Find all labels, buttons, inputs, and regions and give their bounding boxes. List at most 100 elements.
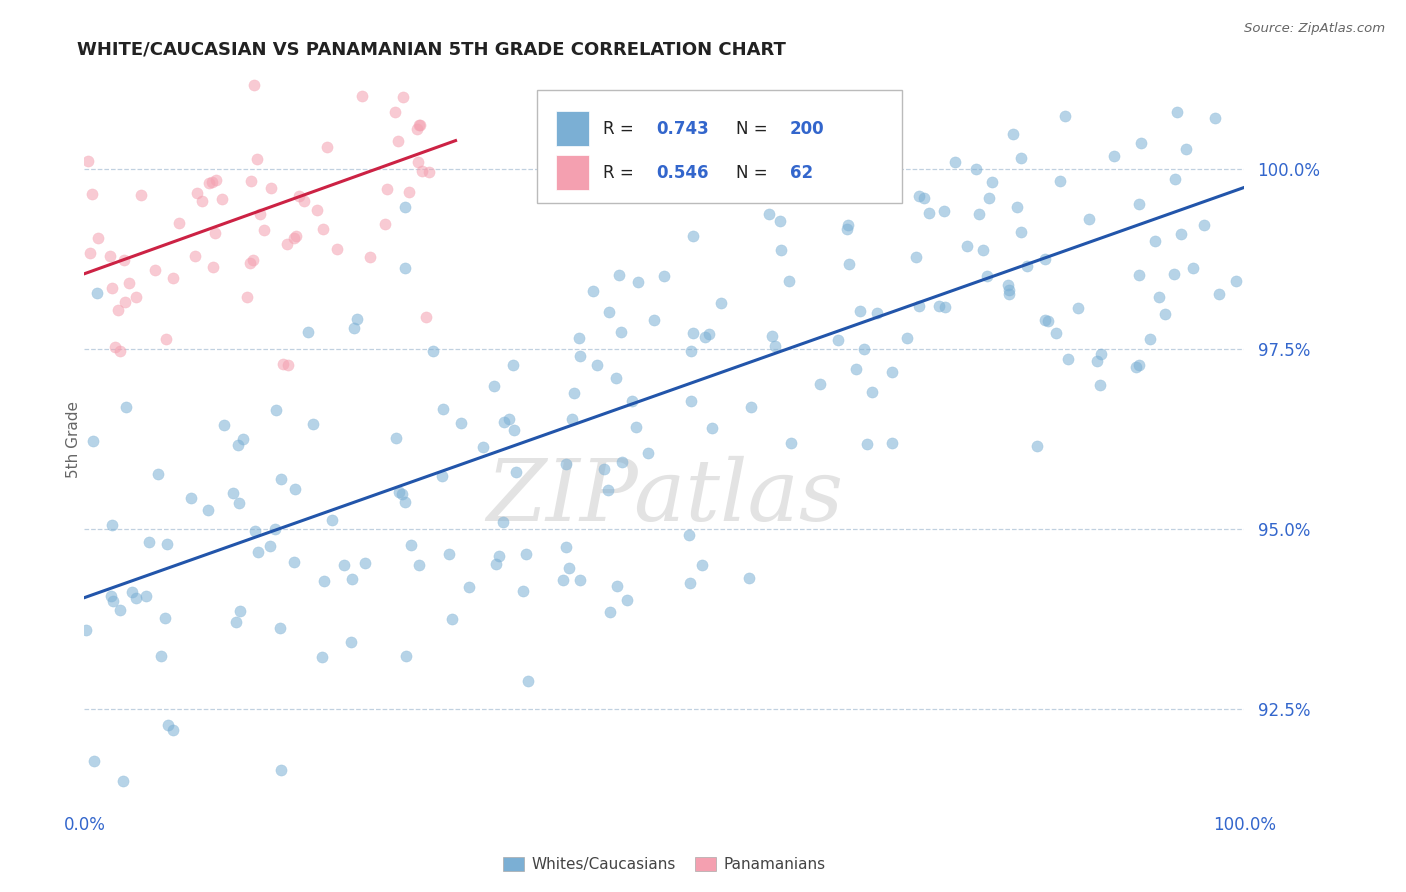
Point — [457, 580, 479, 594]
Point — [103, 594, 125, 608]
Point — [1147, 290, 1170, 304]
Point — [394, 260, 416, 275]
Point — [180, 491, 202, 505]
Point — [197, 176, 219, 190]
Point — [422, 344, 444, 359]
Text: R =: R = — [603, 163, 638, 181]
Point — [1166, 104, 1188, 119]
Point — [972, 243, 994, 257]
Point — [408, 154, 430, 169]
Point — [697, 326, 720, 341]
Point — [977, 191, 1000, 205]
Point — [399, 538, 422, 552]
Point — [375, 181, 398, 195]
Point — [411, 164, 433, 178]
Point — [1090, 346, 1112, 360]
Point — [1033, 313, 1056, 327]
Point — [710, 295, 733, 310]
Point — [138, 535, 160, 549]
Point — [98, 249, 121, 263]
Point — [1057, 351, 1080, 366]
Point — [277, 358, 299, 372]
Point — [260, 181, 283, 195]
Point — [432, 401, 454, 416]
Point — [83, 754, 105, 768]
Point — [934, 300, 956, 314]
Point — [266, 402, 288, 417]
Point — [156, 537, 179, 551]
Point — [242, 253, 264, 268]
Point — [284, 483, 307, 497]
Point — [1036, 314, 1059, 328]
Point — [226, 438, 249, 452]
Point — [865, 306, 887, 320]
Point — [232, 433, 254, 447]
Point — [155, 332, 177, 346]
Point — [167, 215, 190, 229]
Point — [849, 304, 872, 318]
Point — [374, 217, 396, 231]
Point — [1143, 234, 1166, 248]
Point — [283, 555, 305, 569]
Point — [1170, 227, 1192, 241]
Point — [1225, 274, 1247, 288]
Point — [1139, 332, 1161, 346]
Point — [340, 635, 363, 649]
Point — [450, 416, 472, 430]
Point — [246, 152, 269, 166]
Point — [270, 472, 292, 486]
Point — [1204, 111, 1226, 125]
Point — [312, 222, 335, 236]
Point — [269, 622, 291, 636]
Point — [201, 260, 224, 274]
Point — [146, 467, 169, 481]
Point — [145, 263, 167, 277]
Point — [239, 173, 262, 187]
Point — [101, 518, 124, 533]
Point — [162, 723, 184, 737]
Point — [1001, 127, 1024, 141]
Point — [346, 311, 368, 326]
Point — [284, 228, 307, 243]
Point — [517, 674, 540, 689]
Point — [778, 274, 800, 288]
Text: R =: R = — [603, 120, 638, 138]
Text: ZIPatlas: ZIPatlas — [485, 456, 844, 539]
Point — [388, 484, 411, 499]
Point — [87, 230, 110, 244]
Point — [316, 139, 339, 153]
Point — [204, 226, 226, 240]
Point — [853, 342, 876, 356]
Point — [606, 579, 628, 593]
Point — [1175, 142, 1198, 156]
Point — [297, 325, 319, 339]
Point — [406, 121, 429, 136]
Point — [112, 253, 135, 268]
Point — [441, 612, 464, 626]
Point — [515, 547, 537, 561]
Point — [965, 161, 987, 176]
Point — [860, 385, 883, 400]
Point — [769, 244, 792, 258]
Text: 0.546: 0.546 — [657, 163, 709, 181]
Point — [621, 394, 644, 409]
Point — [955, 239, 977, 253]
Point — [321, 513, 343, 527]
Point — [211, 192, 233, 206]
Point — [502, 358, 524, 372]
Point — [183, 249, 205, 263]
Point — [976, 269, 998, 284]
Point — [333, 558, 356, 573]
Point — [243, 524, 266, 538]
Point — [1005, 200, 1028, 214]
Point — [307, 203, 329, 218]
Point — [845, 362, 868, 376]
Point — [253, 223, 276, 237]
Point — [343, 321, 366, 335]
Point — [82, 434, 104, 449]
Point — [643, 312, 665, 326]
Point — [740, 400, 762, 414]
Point — [856, 437, 879, 451]
Point — [352, 88, 374, 103]
Point — [311, 650, 333, 665]
